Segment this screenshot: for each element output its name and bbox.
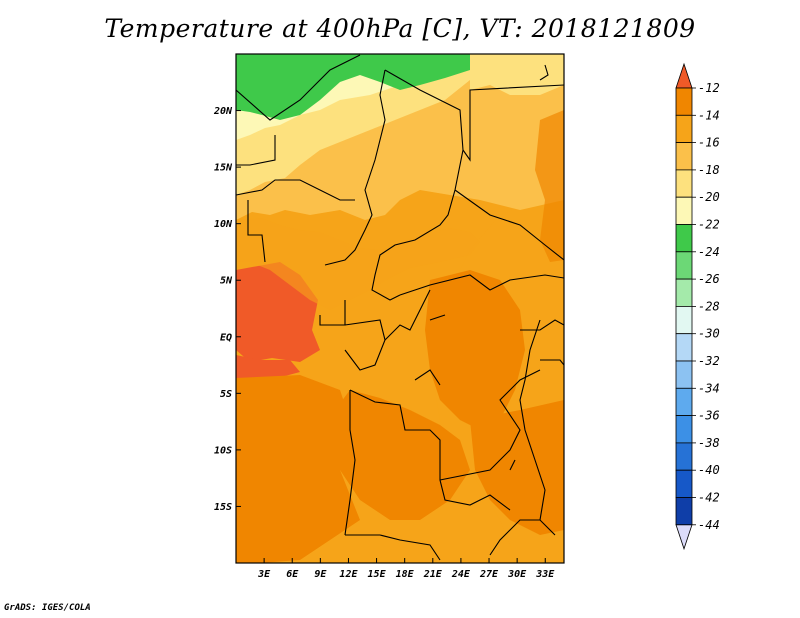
colorbar-label: -26	[698, 272, 720, 286]
x-tick-label: 33E	[535, 569, 555, 580]
y-tick-label: 5N	[220, 276, 233, 287]
x-tick-label: 30E	[507, 569, 527, 580]
field-16-mid-region	[236, 218, 480, 310]
colorbar-box	[675, 169, 693, 198]
x-tick-label: 21E	[423, 569, 443, 580]
y-tick-label: 15S	[214, 502, 232, 513]
colorbar-label: -34	[698, 381, 720, 395]
y-tick-label: EQ	[220, 332, 232, 343]
colorbar-top-triangle	[675, 62, 693, 89]
grads-credit: GrADS: IGES/COLA	[4, 603, 91, 613]
colorbar-box	[675, 305, 693, 335]
colorbar-box	[675, 196, 693, 225]
colorbar-box	[675, 87, 693, 116]
colorbar: -12 -14 -16 -18 -20 -22 -24 -26 -28 -30 -32 -34 -36 -…	[675, 62, 720, 551]
colorbar-box	[675, 278, 693, 307]
y-tick-label: 15N	[214, 163, 233, 174]
colorbar-box	[675, 469, 693, 498]
colorbar-label: -18	[698, 163, 720, 177]
x-tick-label: 24E	[451, 569, 471, 580]
colorbar-label: -24	[698, 245, 720, 259]
x-axis: 3E 6E 9E 12E 15E 18E 21E 24E 27E 30E 33E	[257, 558, 555, 580]
colorbar-label: -32	[698, 354, 720, 368]
colorbar-box	[675, 360, 693, 389]
colorbar-label: -12	[698, 81, 720, 95]
colorbar-label: -28	[698, 299, 720, 313]
field-14-ne-region	[535, 110, 564, 262]
colorbar-label: -42	[698, 491, 720, 505]
x-tick-label: 9E	[314, 569, 327, 580]
field-14-south-region	[330, 390, 470, 520]
x-tick-label: 6E	[286, 569, 299, 580]
colorbar-label: -44	[698, 518, 720, 532]
colorbar-box	[675, 114, 693, 144]
colorbar-label: -30	[698, 327, 720, 341]
y-tick-label: 20N	[213, 106, 233, 117]
colorbar-label: -22	[698, 218, 720, 232]
y-tick-label: 10N	[214, 219, 233, 230]
colorbar-label: -40	[698, 463, 720, 477]
temperature-field	[236, 54, 564, 563]
y-tick-label: 5S	[220, 389, 232, 400]
x-tick-label: 18E	[396, 569, 415, 580]
colorbar-label: -38	[698, 436, 720, 450]
colorbar-bottom-triangle	[675, 524, 693, 551]
x-tick-label: 12E	[339, 569, 358, 580]
x-tick-label: 27E	[479, 569, 499, 580]
field-14-sw-region	[236, 375, 360, 563]
colorbar-box	[675, 224, 693, 253]
colorbar-box	[675, 442, 693, 471]
chart-title: Temperature at 400hPa [C], VT: 201812180…	[104, 14, 696, 43]
field-12-band-region	[236, 355, 300, 380]
field-14-central-region	[425, 270, 525, 430]
colorbar-box	[675, 142, 693, 171]
colorbar-box	[675, 387, 693, 416]
field-20-ne-region	[470, 54, 564, 95]
colorbar-label: -36	[698, 409, 720, 423]
colorbar-label: -16	[698, 136, 720, 150]
colorbar-box	[675, 333, 693, 362]
colorbar-box	[675, 251, 693, 280]
field-14-east-region	[470, 400, 564, 535]
colorbar-box	[675, 415, 693, 444]
x-tick-label: 3E	[257, 569, 271, 580]
country-borders	[236, 54, 564, 561]
colorbar-box	[675, 497, 693, 526]
plot-frame	[235, 53, 565, 564]
colorbar-label: -14	[698, 108, 720, 122]
y-axis: 20N 15N 10N 5N EQ 5S 10S 15S	[213, 106, 241, 513]
y-tick-label: 10S	[214, 445, 232, 456]
x-tick-label: 15E	[368, 569, 387, 580]
colorbar-label: -20	[698, 190, 720, 204]
